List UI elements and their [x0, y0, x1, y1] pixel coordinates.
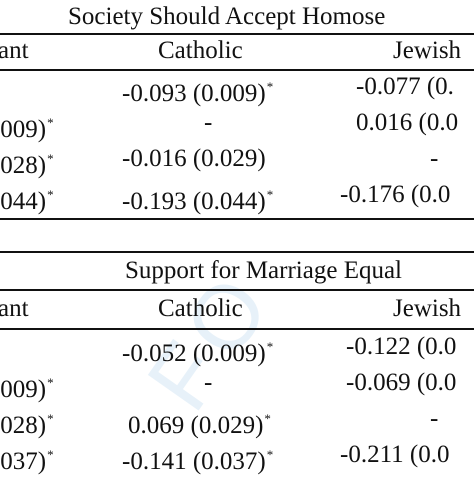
panel1-row1-jewish: -0.077 (0. — [356, 73, 454, 100]
panel1-header-rule — [0, 69, 474, 71]
panel1-row3-left: .028)* — [0, 151, 54, 179]
panel2-col-jewish: Jewish — [393, 295, 462, 322]
panel2-row2-left: .009)* — [0, 375, 54, 403]
panel1-col-jewish: Jewish — [393, 37, 462, 64]
panel1-col-catholic: Catholic — [158, 37, 243, 64]
panel1-row2-catholic: - — [204, 109, 213, 136]
panel2-row2-catholic: - — [204, 369, 213, 396]
panel2-col-catholic: Catholic — [158, 295, 243, 322]
panel1-col-left: ant — [0, 37, 29, 64]
panel2-col-left: ant — [0, 295, 29, 322]
panel2-row3-jewish: - — [430, 405, 439, 432]
panel1-row3-jewish: - — [430, 145, 439, 172]
panel1-title: Society Should Accept Homose — [68, 3, 386, 30]
panel2-row3-catholic: 0.069 (0.029)* — [128, 411, 271, 439]
panel1-row1-catholic: -0.093 (0.009)* — [122, 79, 274, 107]
panel2-row1-jewish: -0.122 (0.0 — [346, 333, 457, 360]
panel1-row4-jewish: -0.176 (0.0 — [340, 181, 451, 208]
panel1-row3-catholic: -0.016 (0.029) — [122, 145, 266, 172]
panel2-title-rule — [0, 289, 474, 291]
panel1-bottom-rule — [0, 218, 474, 220]
panel2-top-rule — [0, 251, 474, 253]
panel1-title-rule — [0, 33, 474, 35]
panel1-row4-left: .044)* — [0, 187, 54, 215]
panel2-title: Support for Marriage Equal — [125, 257, 403, 284]
panel2-row3-left: .028)* — [0, 411, 54, 439]
panel2-row4-jewish: -0.211 (0.0 — [340, 441, 450, 468]
panel2-row4-left: .037)* — [0, 447, 54, 475]
panel2-header-rule — [0, 328, 474, 330]
panel2-row4-catholic: -0.141 (0.037)* — [122, 447, 274, 475]
panel1-row2-jewish: 0.016 (0.0 — [356, 109, 459, 136]
panel2-row1-catholic: -0.052 (0.009)* — [122, 339, 274, 367]
panel2-row2-jewish: -0.069 (0.0 — [346, 369, 457, 396]
panel1-row2-left: .009)* — [0, 115, 54, 143]
panel1-row4-catholic: -0.193 (0.044)* — [122, 187, 274, 215]
